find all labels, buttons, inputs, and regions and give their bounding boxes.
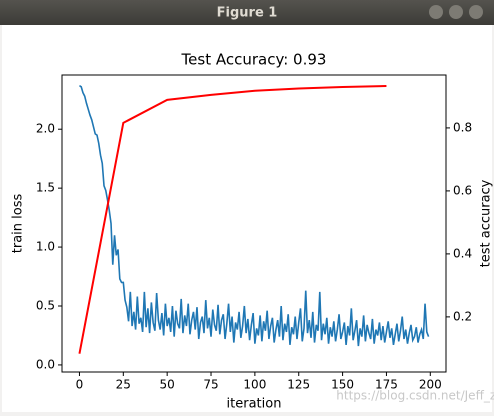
y2-tick-label: 0.6 bbox=[453, 183, 472, 197]
y2-axis-label: test accuracy bbox=[479, 179, 494, 267]
chart-title: Test Accuracy: 0.93 bbox=[181, 51, 327, 69]
maximize-button[interactable] bbox=[449, 5, 463, 19]
y-tick-label: 1.0 bbox=[36, 240, 55, 254]
x-tick-label: 0 bbox=[76, 378, 84, 392]
watermark: https://blog.csdn.net/Jeff_zjf bbox=[336, 389, 494, 403]
x-tick-label: 125 bbox=[287, 378, 310, 392]
x-tick-label: 75 bbox=[203, 378, 218, 392]
y-tick-label: 1.5 bbox=[36, 181, 55, 195]
axes-frame bbox=[61, 74, 447, 373]
y-tick-label: 0.0 bbox=[36, 357, 55, 371]
y-tick-label: 0.5 bbox=[36, 299, 55, 313]
x-tick-label: 100 bbox=[243, 378, 266, 392]
x-axis-label: iteration bbox=[227, 397, 282, 412]
x-tick-label: 50 bbox=[160, 378, 175, 392]
figure-canvas bbox=[2, 25, 492, 412]
y-tick-label: 2.0 bbox=[36, 122, 55, 136]
title-bar bbox=[0, 0, 494, 25]
y2-tick-label: 0.2 bbox=[453, 309, 472, 323]
x-tick-label: 175 bbox=[375, 378, 398, 392]
y-axis-label: train loss bbox=[11, 194, 26, 254]
series-line bbox=[79, 84, 430, 347]
x-tick-label: 25 bbox=[116, 378, 131, 392]
window-title: Figure 1 bbox=[217, 6, 278, 21]
plot: Test Accuracy: 0.93 0 25 50 75 100 125 150 175 20… bbox=[11, 51, 494, 412]
y2-tick-label: 0.4 bbox=[453, 246, 472, 260]
x-tick-label: 150 bbox=[331, 378, 354, 392]
series-line bbox=[78, 85, 387, 354]
x-tick-label: 200 bbox=[419, 378, 442, 392]
y2-tick-label: 0.8 bbox=[453, 120, 472, 134]
minimize-button[interactable] bbox=[429, 5, 443, 19]
close-button[interactable] bbox=[469, 5, 483, 19]
